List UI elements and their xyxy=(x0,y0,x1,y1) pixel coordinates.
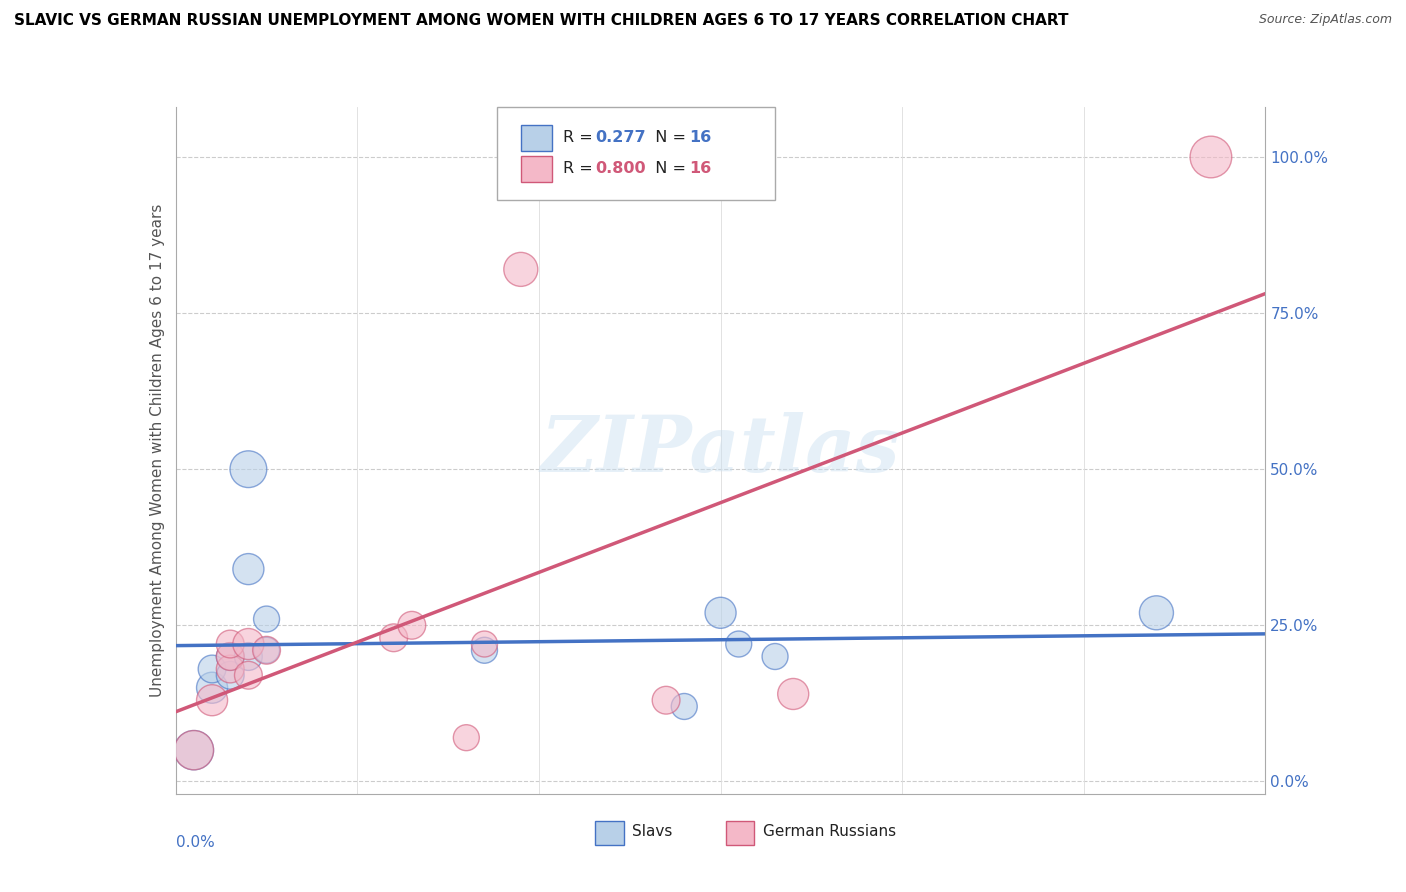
Point xyxy=(201,662,224,676)
Point xyxy=(219,649,242,664)
FancyBboxPatch shape xyxy=(498,107,775,200)
Point xyxy=(238,562,260,576)
Text: 0.800: 0.800 xyxy=(595,161,645,177)
FancyBboxPatch shape xyxy=(595,821,624,846)
Point xyxy=(256,643,278,657)
Text: German Russians: German Russians xyxy=(763,824,896,839)
Point xyxy=(238,637,260,651)
Y-axis label: Unemployment Among Women with Children Ages 6 to 17 years: Unemployment Among Women with Children A… xyxy=(150,203,166,698)
Text: R =: R = xyxy=(562,130,598,145)
Point xyxy=(201,681,224,695)
Point xyxy=(1146,606,1168,620)
FancyBboxPatch shape xyxy=(725,821,755,846)
Text: ZIPatlas: ZIPatlas xyxy=(541,412,900,489)
Point xyxy=(201,693,224,707)
Text: R =: R = xyxy=(562,161,598,177)
FancyBboxPatch shape xyxy=(522,156,551,182)
Point xyxy=(509,262,531,277)
Point xyxy=(782,687,804,701)
Point xyxy=(183,743,205,757)
Point xyxy=(456,731,478,745)
Text: Slavs: Slavs xyxy=(633,824,672,839)
Text: 16: 16 xyxy=(689,130,711,145)
Point xyxy=(655,693,678,707)
Point xyxy=(673,699,696,714)
Point xyxy=(238,668,260,682)
Text: 0.0%: 0.0% xyxy=(176,835,215,850)
Point xyxy=(763,649,786,664)
Point xyxy=(710,606,733,620)
Point xyxy=(219,637,242,651)
Text: Source: ZipAtlas.com: Source: ZipAtlas.com xyxy=(1258,13,1392,27)
Point xyxy=(727,637,749,651)
Point xyxy=(256,643,278,657)
Point xyxy=(219,668,242,682)
Point xyxy=(238,462,260,476)
Point xyxy=(183,743,205,757)
Text: N =: N = xyxy=(645,130,692,145)
Point xyxy=(474,643,496,657)
Point xyxy=(238,649,260,664)
Point xyxy=(219,662,242,676)
Text: SLAVIC VS GERMAN RUSSIAN UNEMPLOYMENT AMONG WOMEN WITH CHILDREN AGES 6 TO 17 YEA: SLAVIC VS GERMAN RUSSIAN UNEMPLOYMENT AM… xyxy=(14,13,1069,29)
Text: 16: 16 xyxy=(689,161,711,177)
Point xyxy=(474,637,496,651)
Point xyxy=(256,612,278,626)
Point xyxy=(219,649,242,664)
Point xyxy=(401,618,423,632)
FancyBboxPatch shape xyxy=(522,125,551,151)
Point xyxy=(1199,150,1222,164)
Text: N =: N = xyxy=(645,161,692,177)
Point xyxy=(382,631,405,645)
Text: 0.277: 0.277 xyxy=(595,130,645,145)
